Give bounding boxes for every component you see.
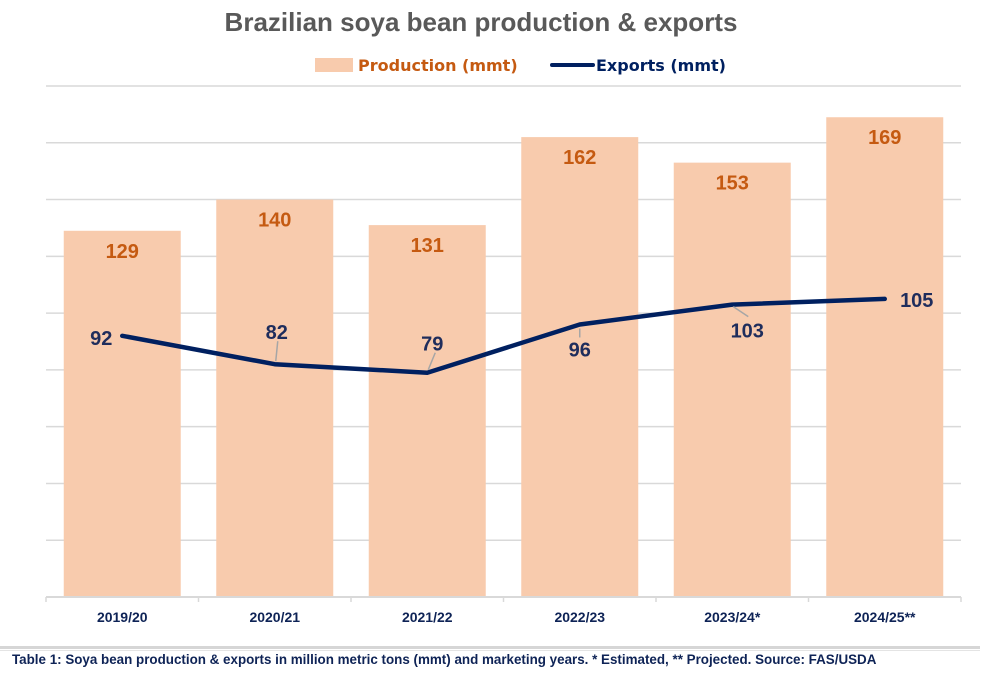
legend: Production (mmt) Exports (mmt): [315, 56, 726, 75]
export-value-label: 79: [421, 334, 443, 356]
legend-label-production: Production (mmt): [358, 56, 518, 75]
line-labels: 92 82 79 96 103 105: [90, 290, 933, 371]
caption-separator-thin: [0, 650, 980, 651]
bar-value-label: 131: [411, 235, 444, 257]
bar-value-label: 129: [106, 241, 139, 263]
bar-production: [368, 225, 486, 597]
bar-production: [521, 137, 639, 597]
x-tick-label: 2021/22: [402, 609, 453, 625]
export-line: [120, 296, 887, 375]
bar-production: [63, 230, 181, 598]
bar-value-label: 153: [716, 173, 749, 195]
legend-swatch-production: [315, 58, 353, 72]
bar-value-label: 140: [258, 210, 291, 232]
export-line-group: [120, 296, 887, 375]
bar-labels: 129 140 131 162 153 169: [106, 127, 902, 263]
caption-separator: [0, 646, 980, 649]
leader-line: [275, 341, 279, 362]
export-value-label: 96: [569, 339, 591, 361]
export-value-label: 105: [900, 290, 933, 312]
export-value-label: 92: [90, 328, 112, 350]
chart-title: Brazilian soya bean production & exports: [225, 7, 738, 37]
export-value-label: 82: [266, 322, 288, 344]
leader-line: [427, 352, 436, 371]
figure-caption: Table 1: Soya bean production & exports …: [12, 652, 877, 667]
bar-production: [216, 199, 334, 598]
leader-line: [732, 305, 749, 318]
export-value-label: 103: [731, 321, 764, 343]
x-axis: [45, 596, 962, 602]
bar-production: [826, 117, 944, 597]
x-tick-label: 2019/20: [97, 609, 148, 625]
x-tick-label: 2020/21: [249, 609, 300, 625]
x-tick-label: 2022/23: [554, 609, 605, 625]
x-tick-label: 2024/25**: [854, 609, 916, 625]
bars: [63, 117, 944, 598]
legend-label-exports: Exports (mmt): [596, 56, 726, 75]
bar-value-label: 162: [563, 147, 596, 169]
gridlines: [46, 85, 961, 541]
bar-production: [673, 162, 791, 597]
bar-value-label: 169: [868, 127, 901, 149]
x-tick-label: 2023/24*: [704, 609, 761, 625]
x-tick-labels: 2019/20 2020/21 2021/22 2022/23 2023/24* 2024…: [97, 609, 916, 625]
